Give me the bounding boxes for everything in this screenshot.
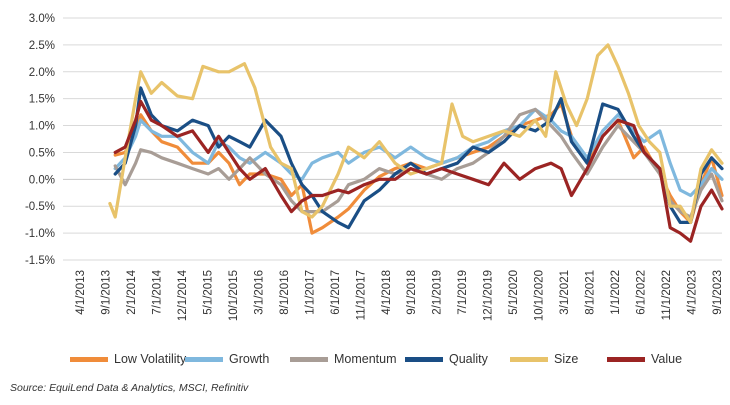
x-tick-label: 12/1/2019 [483,270,495,321]
x-tick-label: 8/1/2016 [279,270,291,315]
y-tick-label: 0.5% [29,147,55,159]
y-tick-label: -1.5% [25,255,55,267]
series-line-quality [113,86,724,230]
x-tick-label: 3/1/2021 [559,270,571,315]
line-chart: -1.5% -1.0% -0.5% 0.0% 0.5% 1.0% 1.5% 2.0% 2.5% 3… [25,13,724,321]
x-tick-label: 7/1/2019 [457,270,469,315]
legend-swatch [607,356,645,362]
x-tick-label: 6/1/2017 [330,270,342,315]
legend-item-momentum: Momentum [290,349,397,369]
legend-swatch [290,356,328,362]
x-tick-label: 5/1/2015 [202,270,214,315]
series-line-size [108,43,724,224]
x-tick-label: 4/1/2018 [381,270,393,315]
x-tick-label: 11/1/2022 [661,270,673,320]
y-tick-label: 0.0% [29,174,55,186]
legend-swatch [405,356,443,362]
y-tick-label: 1.0% [29,121,55,133]
chart-legend: Low Volatility Growth Momentum Quality Size V… [70,349,730,369]
legend-swatch [185,356,223,362]
x-tick-label: 9/1/2013 [100,270,112,315]
x-tick-label: 1/1/2017 [304,270,316,315]
x-tick-label: 4/1/2023 [687,270,699,315]
legend-item-growth: Growth [185,349,269,369]
x-tick-label: 7/1/2014 [151,269,163,314]
legend-label: Growth [229,352,270,366]
y-tick-label: 3.0% [29,13,55,25]
x-tick-label: 1/1/2022 [610,270,622,315]
x-tick-label: 8/1/2021 [585,270,597,315]
legend-label: Value [651,352,683,366]
legend-swatch [70,356,108,362]
legend-item-size: Size [510,349,578,369]
legend-swatch [510,356,548,362]
legend-label: Size [554,352,579,366]
x-tick-label: 9/1/2023 [712,270,724,315]
y-tick-label: 1.5% [29,94,55,106]
source-note: Source: EquiLend Data & Analytics, MSCI,… [10,382,249,394]
x-tick-label: 10/1/2015 [228,270,240,321]
legend-label: Quality [449,352,488,366]
x-tick-label: 5/1/2020 [508,270,520,315]
legend-item-quality: Quality [405,349,488,369]
y-tick-label: -0.5% [25,201,55,213]
legend-item-value: Value [607,349,682,369]
x-tick-label: 9/1/2018 [406,270,418,315]
legend-item-low-volatility: Low Volatility [70,349,186,369]
y-tick-label: 2.0% [29,67,55,79]
x-tick-label: 3/1/2016 [253,270,265,315]
x-tick-label: 11/1/2017 [355,270,367,320]
x-tick-label: 4/1/2013 [75,270,87,315]
series-line-value [113,99,724,243]
series-line-momentum [113,107,724,219]
x-tick-label: 6/1/2022 [636,270,648,315]
legend-label: Low Volatility [114,352,187,366]
x-tick-label: 2/1/2019 [432,270,444,315]
x-tick-label: 10/1/2020 [534,270,546,321]
x-tick-label: 2/1/2014 [126,269,138,314]
y-tick-label: -1.0% [25,228,55,240]
legend-label: Momentum [334,352,397,366]
x-tick-label: 12/1/2014 [177,269,189,321]
y-tick-label: 2.5% [29,40,55,52]
